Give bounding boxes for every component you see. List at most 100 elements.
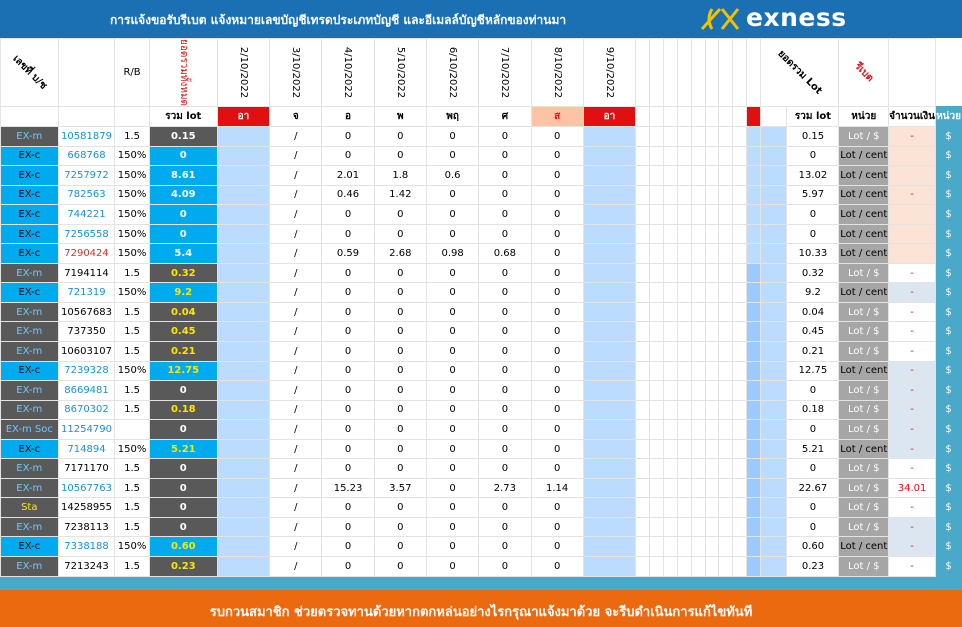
rebate-amount: -: [888, 282, 937, 303]
header-date-label: 6/10/2022: [447, 46, 459, 99]
sum-lot: 0: [786, 458, 840, 479]
day-value: 0: [373, 126, 427, 147]
day-value: 0: [478, 145, 532, 167]
day-cell-mon: /: [269, 223, 323, 245]
sub-blank: [718, 106, 734, 127]
day-cell-sun: [216, 438, 271, 460]
unit: Lot / cent: [838, 243, 890, 264]
empty-cell: [648, 458, 664, 479]
day-value: 0: [373, 341, 427, 362]
empty-cell: [648, 301, 664, 323]
empty-cell: [676, 536, 692, 558]
total-lot: 0: [148, 223, 218, 245]
spacer-cell: [746, 262, 762, 284]
day-value: 0: [321, 536, 375, 558]
header-date-label: 3/10/2022: [290, 46, 302, 99]
empty-cell: [732, 458, 748, 479]
spacer-cell2: [760, 497, 788, 518]
account-type: EX-c: [0, 145, 59, 167]
currency: $: [935, 223, 962, 245]
spacer-cell2: [760, 223, 788, 245]
spacer-cell2: [760, 380, 788, 401]
rebate-amount: -: [888, 419, 937, 440]
sub-blank: [690, 106, 706, 127]
day-value: 0: [425, 321, 480, 343]
table-row: EX-m Soc 11254790 0/0 0 0 0 0 0 Lot / $ - $: [0, 419, 962, 440]
logo-text: exness: [746, 3, 847, 32]
header-date-label: 7/10/2022: [499, 46, 511, 99]
empty-cell: [662, 556, 678, 577]
spacer-cell: [746, 556, 762, 577]
unit: Lot / cent: [838, 438, 890, 460]
empty-cell: [704, 536, 720, 558]
day-cell-sun: [216, 223, 271, 245]
day-value: 0: [425, 301, 480, 323]
rb-value: 150%: [114, 282, 150, 303]
empty-cell: [732, 204, 748, 225]
day-value: 3.57: [373, 477, 427, 499]
sum-lot: 0.23: [786, 556, 840, 577]
sub-blank: [760, 106, 788, 127]
empty-cell: [718, 556, 734, 577]
empty-cell: [676, 321, 692, 343]
day-value: 0: [530, 282, 584, 303]
empty-cell: [676, 458, 692, 479]
spacer-cell: [746, 243, 762, 264]
day-value: 0: [530, 419, 584, 440]
rebate-amount: [888, 243, 937, 264]
day-value: 0: [478, 380, 532, 401]
currency: $: [935, 321, 962, 343]
total-lot: 0.18: [148, 399, 218, 421]
empty-cell: [676, 516, 692, 538]
day-value: 0: [530, 223, 584, 245]
account-type: EX-c: [0, 282, 59, 303]
spacer-cell2: [760, 399, 788, 421]
total-lot: 0: [148, 380, 218, 401]
sub-blank: [676, 106, 692, 127]
day-cell-sun2: [582, 262, 637, 284]
unit: Lot / $: [838, 497, 890, 518]
empty-cell: [648, 516, 664, 538]
account-type: EX-m: [0, 301, 59, 323]
day-value: 0: [373, 223, 427, 245]
empty-cell: [635, 380, 650, 401]
day-value: 0: [530, 497, 584, 518]
unit: Lot / $: [838, 380, 890, 401]
account-type: EX-m: [0, 126, 59, 147]
empty-cell: [732, 282, 748, 303]
empty-cell: [676, 184, 692, 206]
empty-cell: [635, 262, 650, 284]
currency: $: [935, 262, 962, 284]
rb-value: 1.5: [114, 497, 150, 518]
header-account-no: เลขที่ บ/ช: [0, 38, 59, 107]
empty-cell: [676, 341, 692, 362]
day-cell-sun2: [582, 145, 637, 167]
sum-lot: 0.60: [786, 536, 840, 558]
day-value: 0.46: [321, 184, 375, 206]
total-lot: 0.23: [148, 556, 218, 577]
empty-cell: [648, 204, 664, 225]
day-value: 0: [478, 419, 532, 440]
day-value: 0: [321, 282, 375, 303]
unit: Lot / cent: [838, 223, 890, 245]
spacer-cell: [746, 419, 762, 440]
account-id: 714894: [57, 438, 116, 460]
header-date-label: 2/10/2022: [237, 46, 249, 99]
account-id: 7194114: [57, 262, 116, 284]
empty-cell: [690, 536, 706, 558]
empty-cell: [732, 477, 748, 499]
currency: $: [935, 301, 962, 323]
total-lot: 4.09: [148, 184, 218, 206]
day-cell-mon: /: [269, 262, 323, 284]
empty-cell: [704, 321, 720, 343]
header-blank: [732, 38, 748, 107]
empty-cell: [662, 458, 678, 479]
header-blank: [704, 38, 720, 107]
day-value: 0: [373, 556, 427, 577]
empty-cell: [662, 301, 678, 323]
empty-cell: [690, 204, 706, 225]
empty-cell: [676, 497, 692, 518]
day-value: 0.98: [425, 243, 480, 264]
account-type: EX-m: [0, 556, 59, 577]
empty-cell: [635, 243, 650, 264]
